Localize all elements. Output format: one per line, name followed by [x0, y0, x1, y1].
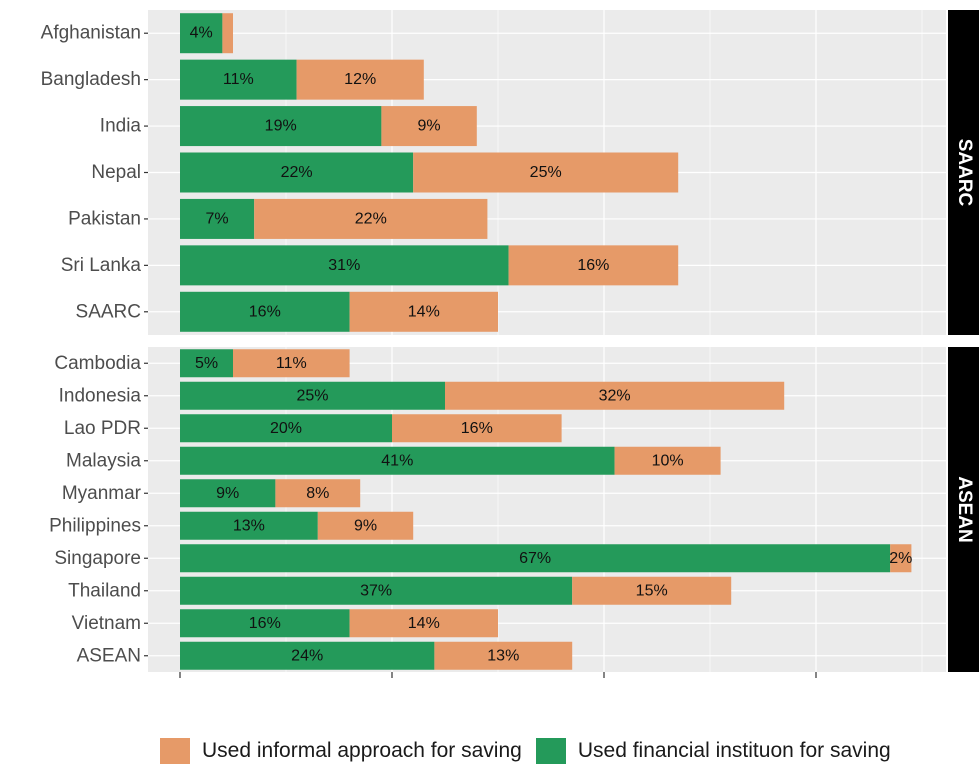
data-label-formal-saarc: 16%: [249, 303, 281, 320]
data-label-formal-singapore: 67%: [519, 550, 551, 567]
bar-informal-afghanistan: [222, 13, 233, 54]
data-label-informal-myanmar: 8%: [306, 485, 329, 502]
y-tick-label-philippines: Philippines: [49, 515, 141, 536]
bar-formal-asean: [180, 641, 435, 670]
data-label-informal-lao-pdr: 16%: [461, 420, 493, 437]
strip-label-saarc: SAARC: [954, 139, 975, 207]
data-label-formal-myanmar: 9%: [216, 485, 239, 502]
y-tick-label-asean: ASEAN: [77, 645, 141, 666]
bar-informal-lao-pdr: [392, 414, 562, 443]
bar-informal-nepal: [413, 152, 679, 193]
bar-informal-indonesia: [445, 381, 785, 410]
data-label-formal-bangladesh: 11%: [223, 71, 254, 88]
bar-formal-myanmar: [180, 479, 276, 508]
data-label-formal-vietnam: 16%: [249, 615, 281, 632]
strip-asean: [948, 347, 979, 672]
bar-informal-sri-lanka: [508, 245, 679, 286]
bar-formal-lao-pdr: [180, 414, 392, 443]
y-tick-label-saarc: SAARC: [76, 301, 141, 322]
data-label-informal-vietnam: 14%: [408, 615, 440, 632]
y-tick-label-myanmar: Myanmar: [62, 483, 142, 504]
bar-informal-myanmar: [275, 479, 361, 508]
data-label-informal-india: 9%: [418, 118, 441, 135]
y-tick-label-thailand: Thailand: [68, 580, 141, 601]
bar-formal-vietnam: [180, 609, 350, 638]
bar-informal-thailand: [572, 576, 732, 605]
y-tick-label-cambodia: Cambodia: [54, 353, 141, 374]
legend-label-informal: Used informal approach for saving: [202, 739, 522, 762]
data-label-informal-indonesia: 32%: [599, 387, 631, 404]
legend-item-informal: Used informal approach for saving: [160, 738, 522, 764]
strip-saarc: [948, 10, 979, 335]
bar-informal-singapore: [890, 544, 912, 573]
y-tick-label-india: India: [100, 116, 142, 137]
data-label-formal-indonesia: 25%: [296, 387, 328, 404]
bar-formal-indonesia: [180, 381, 445, 410]
bar-formal-bangladesh: [180, 59, 297, 100]
bar-formal-afghanistan: [180, 13, 223, 54]
data-label-formal-nepal: 22%: [281, 164, 313, 181]
data-label-formal-afghanistan: 4%: [190, 25, 213, 42]
bar-formal-cambodia: [180, 349, 233, 378]
strip-label-asean: ASEAN: [954, 476, 975, 543]
bar-informal-cambodia: [233, 349, 350, 378]
data-label-formal-philippines: 13%: [233, 517, 265, 534]
data-label-informal-malaysia: 10%: [652, 452, 684, 469]
bar-informal-vietnam: [349, 609, 498, 638]
y-tick-label-vietnam: Vietnam: [72, 613, 141, 634]
y-tick-label-nepal: Nepal: [91, 162, 141, 183]
bar-informal-asean: [434, 641, 573, 670]
y-tick-label-singapore: Singapore: [54, 548, 141, 569]
bar-formal-singapore: [180, 544, 891, 573]
data-label-formal-asean: 24%: [291, 647, 323, 664]
bar-informal-india: [381, 106, 477, 147]
bar-formal-india: [180, 106, 382, 147]
data-label-informal-asean: 13%: [487, 647, 519, 664]
data-label-informal-philippines: 9%: [354, 517, 377, 534]
data-label-formal-thailand: 37%: [360, 582, 392, 599]
data-label-informal-saarc: 14%: [408, 303, 440, 320]
data-label-informal-singapore: 2%: [889, 550, 912, 567]
y-tick-label-indonesia: Indonesia: [59, 385, 142, 406]
data-label-formal-cambodia: 5%: [195, 355, 218, 372]
bar-informal-malaysia: [614, 446, 721, 475]
bar-informal-philippines: [317, 511, 414, 540]
legend-key-formal: [535, 738, 566, 764]
bar-formal-pakistan: [180, 198, 255, 239]
y-tick-label-sri-lanka: Sri Lanka: [61, 255, 142, 276]
legend-label-formal: Used financial instituon for saving: [577, 739, 891, 762]
bar-formal-saarc: [180, 291, 350, 332]
legend-key-informal: [160, 738, 190, 764]
data-label-informal-sri-lanka: 16%: [577, 257, 609, 274]
data-label-formal-lao-pdr: 20%: [270, 420, 302, 437]
bar-formal-nepal: [180, 152, 414, 193]
data-label-informal-thailand: 15%: [636, 582, 668, 599]
y-tick-label-bangladesh: Bangladesh: [41, 69, 141, 90]
data-label-informal-bangladesh: 12%: [344, 71, 376, 88]
legend-item-formal: Used financial instituon for saving: [535, 738, 891, 764]
data-label-formal-india: 19%: [265, 118, 297, 135]
legend: Used informal approach for saving Used f…: [160, 738, 905, 764]
data-label-informal-pakistan: 22%: [355, 210, 387, 227]
bar-formal-sri-lanka: [180, 245, 509, 286]
bar-informal-bangladesh: [296, 59, 424, 100]
data-label-formal-pakistan: 7%: [206, 210, 229, 227]
y-tick-label-afghanistan: Afghanistan: [41, 23, 141, 44]
bar-formal-malaysia: [180, 446, 615, 475]
data-label-formal-malaysia: 41%: [381, 452, 413, 469]
y-tick-label-malaysia: Malaysia: [66, 450, 141, 471]
bar-formal-philippines: [180, 511, 318, 540]
data-label-informal-cambodia: 11%: [276, 355, 307, 372]
data-label-informal-nepal: 25%: [530, 164, 562, 181]
data-label-formal-sri-lanka: 31%: [328, 257, 360, 274]
bar-informal-saarc: [349, 291, 498, 332]
bar-formal-thailand: [180, 576, 573, 605]
y-tick-label-pakistan: Pakistan: [68, 208, 141, 229]
bar-informal-pakistan: [254, 198, 488, 239]
y-tick-label-lao-pdr: Lao PDR: [64, 418, 141, 439]
